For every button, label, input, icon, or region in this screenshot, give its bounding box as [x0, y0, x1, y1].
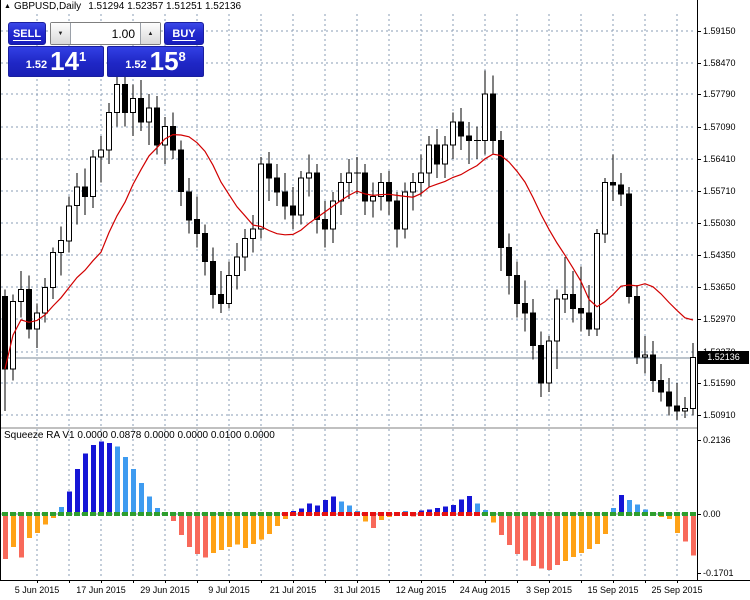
- date-axis-label: 29 Jun 2015: [140, 585, 190, 595]
- axis-tick: [293, 580, 294, 583]
- axis-tick: [325, 580, 326, 583]
- date-axis-separator: [0, 580, 750, 581]
- axis-tick: [389, 580, 390, 583]
- axis-tick: [453, 580, 454, 583]
- axis-tick: [517, 580, 518, 583]
- price-axis-label: 1.53650: [703, 282, 736, 292]
- axis-tick: [698, 383, 701, 384]
- histogram-layer: [3, 441, 696, 571]
- collapse-triangle-icon[interactable]: ▲: [4, 3, 11, 10]
- date-axis-label: 15 Sep 2015: [587, 585, 639, 595]
- price-axis-label: 1.51590: [703, 378, 736, 388]
- indicator-axis-label: -0.1701: [703, 568, 734, 578]
- axis-tick: [549, 580, 550, 583]
- axis-tick: [698, 440, 701, 441]
- date-axis-label: 12 Aug 2015: [395, 585, 447, 595]
- sell-button[interactable]: SELL: [8, 22, 46, 45]
- axis-tick: [698, 319, 701, 320]
- axis-tick: [698, 159, 701, 160]
- price-axis-label: 1.56410: [703, 154, 736, 164]
- candles-layer: [2, 70, 696, 421]
- indicator-axis-label: 0.00: [703, 509, 721, 519]
- price-axis-label: 1.57790: [703, 89, 736, 99]
- price-axis[interactable]: 1.59150 1.58470 1.57790 1.57090 1.56410 1.557…: [698, 0, 750, 580]
- axis-tick: [133, 580, 134, 583]
- volume-increase-button[interactable]: ▲: [140, 23, 160, 44]
- buy-price-display[interactable]: 1.52 15 8: [107, 46, 204, 77]
- ohlc-values: 1.51294 1.52357 1.51251 1.52136: [88, 1, 242, 12]
- axis-tick: [261, 580, 262, 583]
- grid-layer: [1, 14, 696, 579]
- axis-tick: [698, 573, 701, 574]
- axis-tick: [698, 287, 701, 288]
- symbol-period-label: GBPUSD,Daily: [13, 1, 82, 12]
- buy-price-sup: 8: [178, 49, 186, 64]
- price-chart-canvas[interactable]: [0, 0, 697, 580]
- price-axis-label: 1.59150: [703, 26, 736, 36]
- date-axis-label: 25 Sep 2015: [651, 585, 703, 595]
- date-axis-label: 31 Jul 2015: [333, 585, 381, 595]
- axis-tick: [613, 580, 614, 583]
- date-axis-label: 24 Aug 2015: [459, 585, 511, 595]
- axis-tick: [165, 580, 166, 583]
- date-axis-label: 21 Jul 2015: [269, 585, 317, 595]
- current-price-tag: 1.52136: [698, 351, 749, 364]
- date-axis-label: 3 Sep 2015: [525, 585, 573, 595]
- buy-price-big: 15: [149, 46, 179, 76]
- axis-tick: [485, 580, 486, 583]
- chart-title: ▲ GBPUSD,Daily 1.51294 1.52357 1.51251 1.5…: [4, 1, 241, 12]
- axis-tick: [698, 191, 701, 192]
- axis-tick: [698, 31, 701, 32]
- zero-markers-layer: [2, 512, 696, 516]
- axis-tick: [101, 580, 102, 583]
- buy-button-label: BUY: [172, 27, 196, 40]
- moving-average-line: [4, 133, 694, 370]
- axis-tick: [421, 580, 422, 583]
- date-axis[interactable]: 5 Jun 2015 17 Jun 2015 29 Jun 2015 9 Jul 20…: [0, 580, 750, 600]
- price-axis-label: 1.57090: [703, 122, 736, 132]
- price-axis-label: 1.54350: [703, 250, 736, 260]
- sell-price-big: 14: [50, 46, 80, 76]
- axis-tick: [698, 63, 701, 64]
- buy-button[interactable]: BUY: [164, 22, 204, 45]
- buy-price-prefix: 1.52: [125, 59, 147, 71]
- volume-input[interactable]: [71, 23, 140, 44]
- price-axis-separator: [697, 0, 698, 580]
- sell-price-sup: 1: [79, 49, 87, 64]
- axis-tick: [698, 255, 701, 256]
- sell-price-display[interactable]: 1.52 14 1: [8, 46, 104, 77]
- sell-price-prefix: 1.52: [25, 59, 48, 71]
- axis-tick: [698, 415, 701, 416]
- axis-tick: [645, 580, 646, 583]
- volume-increase-icon: ▲: [147, 30, 154, 37]
- axis-tick: [37, 580, 38, 583]
- axis-tick: [698, 223, 701, 224]
- indicator-axis-label: 0.2136: [703, 435, 731, 445]
- axis-tick: [229, 580, 230, 583]
- axis-tick: [698, 127, 701, 128]
- price-axis-label: 1.58470: [703, 58, 736, 68]
- axis-tick: [197, 580, 198, 583]
- axis-tick: [698, 94, 701, 95]
- axis-tick: [69, 580, 70, 583]
- price-axis-label: 1.50910: [703, 410, 736, 420]
- price-axis-label: 1.52970: [703, 314, 736, 324]
- volume-decrease-button[interactable]: ▼: [51, 23, 71, 44]
- one-click-trading-panel: SELL ▼ ▲ BUY 1.52 14 1 1.52 15 8: [8, 22, 204, 78]
- axis-tick: [357, 580, 358, 583]
- sell-button-label: SELL: [12, 27, 42, 40]
- volume-stepper: ▼ ▲: [50, 22, 161, 45]
- price-axis-label: 1.55030: [703, 218, 736, 228]
- axis-tick: [677, 580, 678, 583]
- price-axis-label: 1.55710: [703, 186, 736, 196]
- axis-tick: [698, 514, 701, 515]
- date-axis-label: 17 Jun 2015: [76, 585, 126, 595]
- date-axis-label: 5 Jun 2015: [14, 585, 60, 595]
- axis-tick: [581, 580, 582, 583]
- volume-decrease-icon: ▼: [57, 30, 64, 37]
- date-axis-label: 9 Jul 2015: [208, 585, 250, 595]
- window-left-border: [0, 0, 1, 580]
- indicator-header: Squeeze RA V1 0.0000 0.0878 0.0000 0.000…: [4, 430, 275, 441]
